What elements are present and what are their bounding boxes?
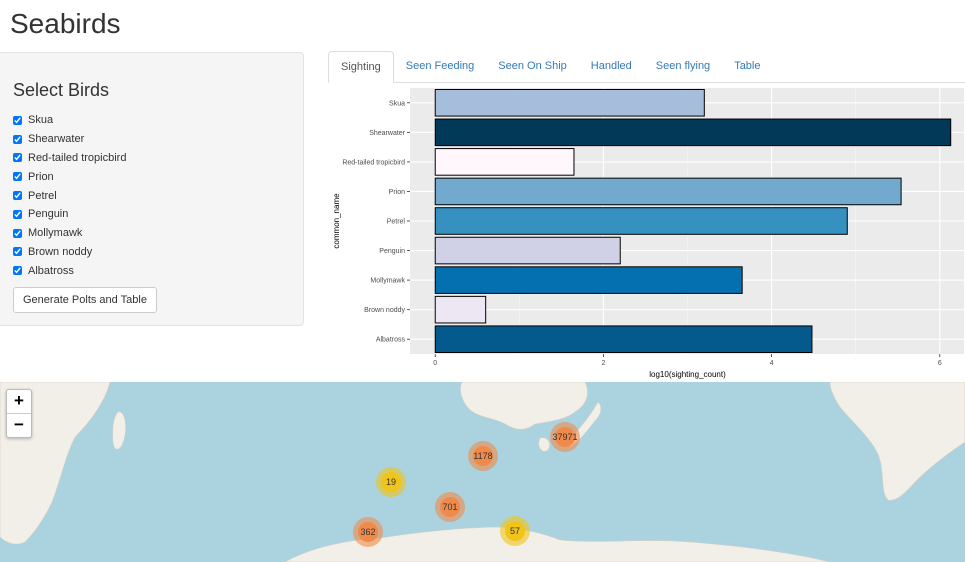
bird-option-label: Prion	[28, 170, 54, 183]
map-cluster-marker[interactable]: 1178	[468, 441, 498, 471]
generate-plots-button[interactable]: Generate Polts and Table	[13, 287, 157, 313]
select-birds-heading: Select Birds	[13, 80, 110, 100]
y-tick-label: Skua	[389, 100, 405, 107]
bar	[434, 118, 952, 147]
y-tick-label: Brown noddy	[364, 307, 405, 314]
bird-option-shearwater[interactable]: Shearwater	[13, 130, 126, 149]
bar	[434, 88, 705, 117]
bird-option-mollymawk[interactable]: Mollymawk	[13, 224, 126, 243]
bird-option-label: Shearwater	[28, 133, 85, 146]
bird-option-petrel[interactable]: Petrel	[13, 186, 126, 205]
map-cluster-marker[interactable]: 37971	[550, 422, 580, 452]
bird-option-label: Petrel	[28, 189, 57, 202]
tab-seen-flying[interactable]: Seen flying	[655, 60, 711, 72]
bar	[434, 325, 813, 354]
bar	[434, 207, 848, 235]
sighting-bar-chart: Skua Shearwater Red-tailed tropicbird Prion…	[332, 88, 964, 379]
y-tick-label: Prion	[389, 189, 405, 196]
y-tick-label: Shearwater	[369, 130, 405, 137]
x-tick-label: 4	[770, 360, 774, 367]
bird-option-penguin[interactable]: Penguin	[13, 205, 126, 224]
tab-sighting[interactable]: Sighting	[328, 51, 394, 83]
tab-table[interactable]: Table	[734, 60, 761, 72]
x-tick-label: 0	[433, 360, 437, 367]
cluster-count: 19	[381, 472, 401, 492]
checkbox[interactable]	[13, 172, 22, 182]
cluster-count: 57	[505, 521, 525, 541]
y-axis-title: common_name	[332, 193, 341, 249]
bird-option-red-tailed-tropicbird[interactable]: Red-tailed tropicbird	[13, 149, 126, 168]
map-cluster-marker[interactable]: 362	[353, 517, 383, 547]
cluster-count: 701	[440, 497, 460, 517]
y-tick-label: Albatross	[376, 337, 406, 344]
bird-selection-panel: Select Birds Skua Shearwater Red-tailed …	[0, 52, 304, 326]
cluster-count: 362	[358, 522, 378, 542]
bird-option-label: Penguin	[28, 208, 69, 221]
bar	[434, 236, 621, 265]
x-tick-label: 2	[601, 360, 605, 367]
bar	[434, 266, 743, 294]
checkbox[interactable]	[13, 228, 22, 238]
tab-handled[interactable]: Handled	[590, 60, 632, 72]
cluster-count: 1178	[473, 446, 493, 466]
sightings-map[interactable]: + − 37971 1178 19 701 362 57	[0, 382, 965, 562]
madagascar-landmass	[112, 411, 126, 450]
map-cluster-marker[interactable]: 19	[376, 467, 406, 497]
checkbox[interactable]	[13, 191, 22, 201]
bird-option-label: Brown noddy	[28, 245, 93, 258]
y-tick-label: Red-tailed tropicbird	[342, 159, 405, 166]
map-zoom-control: + −	[6, 389, 32, 438]
y-tick-label: Petrel	[387, 219, 406, 226]
bird-option-label: Albatross	[28, 264, 74, 277]
tab-seen-feeding[interactable]: Seen Feeding	[405, 60, 475, 72]
australia-landmass	[460, 382, 588, 430]
tasmania-landmass	[538, 437, 550, 452]
zoom-in-button[interactable]: +	[14, 391, 24, 410]
bird-option-skua[interactable]: Skua	[13, 111, 126, 130]
bar	[434, 177, 902, 206]
plot-tabs: Sighting Seen Feeding Seen On Ship Handl…	[328, 51, 965, 83]
app-title: Seabirds	[10, 8, 121, 39]
bar	[434, 148, 575, 176]
zoom-out-button[interactable]: −	[7, 413, 31, 437]
y-tick-label: Mollymawk	[370, 278, 405, 285]
bird-checkbox-list: Skua Shearwater Red-tailed tropicbird Pr…	[13, 111, 126, 280]
map-cluster-marker[interactable]: 701	[435, 492, 465, 522]
x-axis-title: log10(sighting_count)	[649, 370, 726, 379]
bar	[434, 295, 487, 324]
y-tick-label: Penguin	[379, 248, 405, 255]
checkbox[interactable]	[13, 266, 22, 276]
checkbox[interactable]	[13, 134, 22, 144]
bird-option-label: Mollymawk	[28, 227, 83, 240]
x-tick-label: 6	[938, 360, 942, 367]
south-america-landmass	[829, 382, 965, 501]
bird-option-label: Skua	[28, 114, 54, 127]
checkbox[interactable]	[13, 115, 22, 125]
bird-option-label: Red-tailed tropicbird	[28, 151, 127, 164]
checkbox[interactable]	[13, 153, 22, 163]
checkbox[interactable]	[13, 209, 22, 219]
map-basemap	[0, 382, 965, 562]
cluster-count: 37971	[552, 427, 578, 447]
checkbox[interactable]	[13, 247, 22, 257]
tab-seen-on-ship[interactable]: Seen On Ship	[498, 60, 567, 72]
bird-option-brown-noddy[interactable]: Brown noddy	[13, 243, 126, 262]
bird-option-prion[interactable]: Prion	[13, 167, 126, 186]
bird-option-albatross[interactable]: Albatross	[13, 261, 126, 280]
map-cluster-marker[interactable]: 57	[500, 516, 530, 546]
